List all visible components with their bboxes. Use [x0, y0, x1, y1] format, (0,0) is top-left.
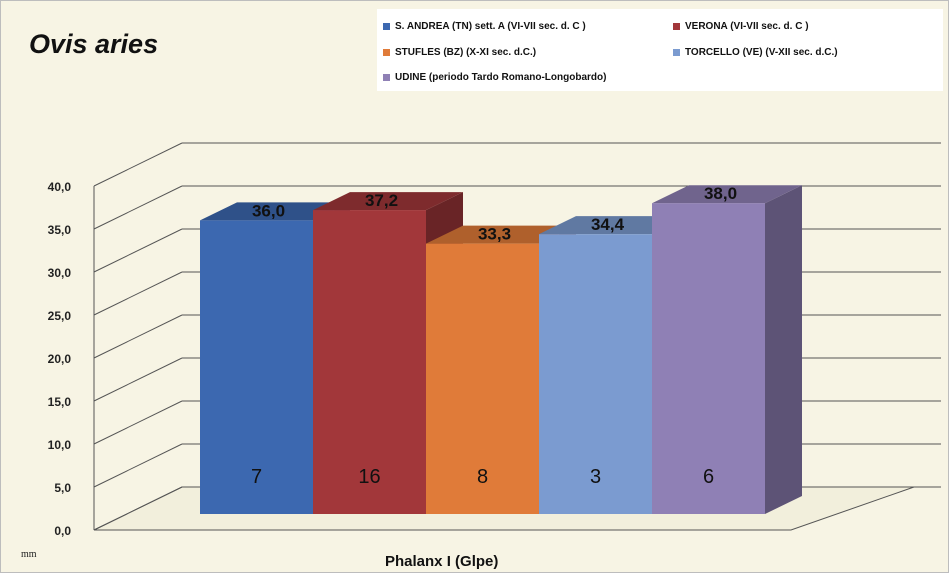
y-tick-label: 40,0 [48, 180, 72, 194]
bar-value-label: 34,4 [591, 215, 625, 234]
bar-count-label: 3 [590, 466, 601, 488]
gridline-side [93, 486, 183, 531]
legend-label: TORCELLO (VE) (V-XII sec. d.C.) [685, 47, 838, 58]
gridline-side [93, 400, 183, 445]
y-tick-label: 35,0 [48, 223, 72, 237]
bar-value-label: 37,2 [365, 191, 398, 210]
y-tick-label: 25,0 [48, 309, 72, 323]
y-axis-unit: mm [21, 549, 37, 560]
gridline-side [93, 357, 183, 402]
legend-swatch [673, 49, 680, 56]
gridline-side [93, 271, 183, 316]
bar-value-label: 38,0 [704, 184, 737, 203]
chart-title: Ovis aries [29, 29, 159, 59]
bar-value-label: 33,3 [478, 225, 511, 244]
y-tick-label: 5,0 [54, 481, 71, 495]
bar-top [652, 185, 802, 204]
legend-label: S. ANDREA (TN) sett. A (VI-VII sec. d. C… [395, 21, 586, 32]
y-tick-label: 10,0 [48, 438, 72, 452]
bar-value-label: 36,0 [252, 201, 285, 220]
gridline-side [93, 314, 183, 359]
bar-top [313, 192, 463, 211]
y-tick-label: 15,0 [48, 395, 72, 409]
bar-count-label: 16 [358, 466, 380, 488]
gridline-side [93, 228, 183, 273]
bar-top [539, 216, 689, 235]
legend-item-udine: UDINE (periodo Tardo Romano-Longobardo) [383, 72, 606, 83]
bar-count-label: 6 [703, 466, 714, 488]
legend-swatch [383, 49, 390, 56]
gridline-side [93, 142, 183, 187]
bar-side [765, 185, 802, 514]
legend-label: UDINE (periodo Tardo Romano-Longobardo) [395, 72, 607, 83]
legend-label: VERONA (VI-VII sec. d. C ) [685, 21, 809, 32]
legend-swatch [383, 23, 390, 30]
legend-swatch [673, 23, 680, 30]
gridline-side [93, 443, 183, 488]
legend-item-stufles: STUFLES (BZ) (X-XI sec. d.C.) [383, 47, 536, 58]
bar-top [426, 225, 576, 244]
legend-item-torcello: TORCELLO (VE) (V-XII sec. d.C.) [673, 47, 838, 58]
bar-count-label: 8 [477, 466, 488, 488]
y-tick-label: 0,0 [54, 524, 71, 538]
bar-count-label: 7 [251, 466, 262, 488]
bar [652, 203, 765, 514]
legend-item-verona: VERONA (VI-VII sec. d. C ) [673, 21, 809, 32]
legend-swatch [383, 74, 390, 81]
bar [426, 243, 539, 514]
y-tick-label: 20,0 [48, 352, 72, 366]
gridline-side [93, 185, 183, 230]
x-axis-label: Phalanx I (Glpe) [385, 553, 499, 570]
bar [539, 234, 652, 514]
legend-label: STUFLES (BZ) (X-XI sec. d.C.) [395, 47, 537, 58]
bar [313, 210, 426, 514]
bar [200, 220, 313, 514]
legend-item-s-andrea: S. ANDREA (TN) sett. A (VI-VII sec. d. C… [383, 21, 586, 32]
y-tick-label: 30,0 [48, 266, 72, 280]
bar-top [200, 202, 350, 221]
legend: S. ANDREA (TN) sett. A (VI-VII sec. d. C… [377, 9, 943, 91]
